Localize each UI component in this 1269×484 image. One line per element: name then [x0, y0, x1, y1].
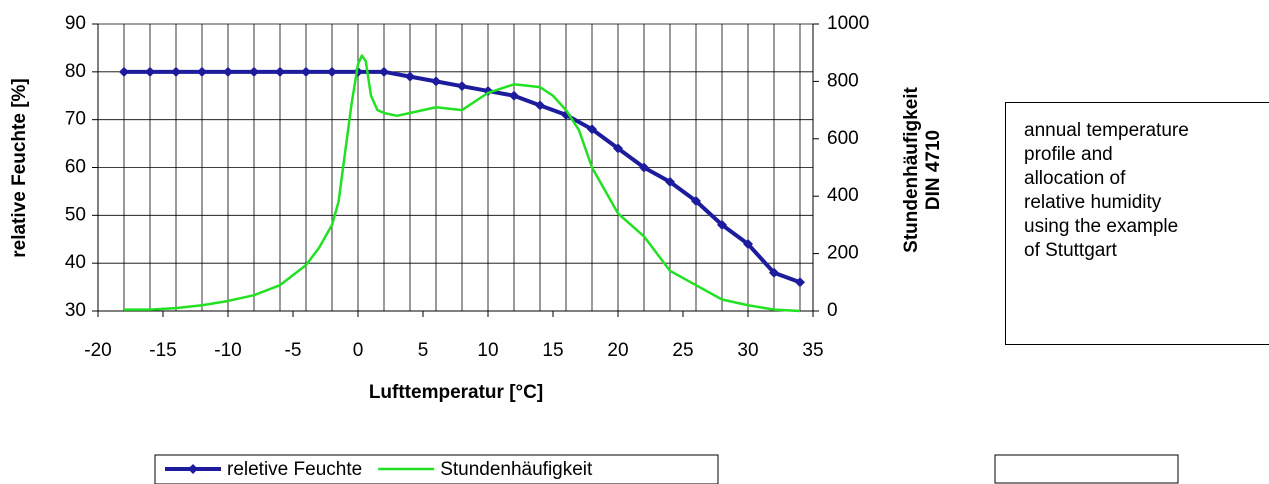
marker — [275, 66, 285, 77]
x-tick-label: 10 — [477, 340, 498, 361]
x-tick-label: -5 — [285, 340, 302, 361]
marker — [639, 162, 649, 173]
y2-tick-label: 1000 — [827, 13, 869, 34]
marker — [587, 124, 597, 135]
marker — [171, 66, 181, 77]
y-tick-label: 70 — [65, 109, 86, 130]
empty-box — [994, 454, 1179, 484]
marker — [223, 66, 233, 77]
marker — [457, 81, 467, 92]
legend-label: reletive Feuchte — [227, 459, 362, 480]
y-tick-label: 80 — [65, 61, 86, 82]
marker — [145, 66, 155, 77]
legend-label: Stundenhäufigkeit — [440, 459, 593, 480]
y2-tick-label: 600 — [827, 128, 859, 149]
marker — [743, 239, 753, 250]
y-tick-label: 40 — [65, 252, 86, 273]
x-tick-label: 35 — [802, 340, 823, 361]
marker — [795, 277, 805, 288]
y-axis-label: relative Feuchte [%] — [9, 78, 30, 258]
x-tick-label: 0 — [353, 340, 364, 361]
marker — [249, 66, 259, 77]
y-tick-label: 90 — [65, 13, 86, 34]
marker — [327, 66, 337, 77]
marker — [431, 76, 441, 87]
legend-marker — [188, 464, 198, 474]
x-axis-label: Lufttemperatur [°C] — [369, 382, 543, 403]
marker — [691, 195, 701, 206]
marker — [197, 66, 207, 77]
y2-axis-label: DIN 4710 — [923, 130, 944, 210]
x-tick-label: 30 — [737, 340, 758, 361]
x-tick-label: -20 — [84, 340, 111, 361]
marker — [769, 267, 779, 278]
marker — [379, 66, 389, 77]
x-tick-label: 20 — [607, 340, 628, 361]
y2-tick-label: 400 — [827, 185, 859, 206]
x-tick-label: 15 — [542, 340, 563, 361]
legend-box — [154, 454, 719, 484]
marker — [613, 143, 623, 154]
marker — [665, 176, 675, 187]
marker — [535, 100, 545, 111]
y-tick-label: 50 — [65, 204, 86, 225]
marker — [119, 66, 129, 77]
annotation: annual temperature profile and allocatio… — [1024, 120, 1189, 261]
y2-tick-label: 800 — [827, 70, 859, 91]
marker — [509, 90, 519, 101]
annotation-box: annual temperature profile and allocatio… — [1005, 102, 1269, 345]
x-tick-label: 25 — [672, 340, 693, 361]
line — [124, 54, 801, 313]
y-tick-label: 30 — [65, 300, 86, 321]
y2-tick-label: 200 — [827, 243, 859, 264]
marker — [717, 219, 727, 230]
marker — [405, 71, 415, 82]
marker — [301, 66, 311, 77]
x-tick-label: 5 — [418, 340, 429, 361]
y-tick-label: 60 — [65, 157, 86, 178]
y2-axis-label: Stundenhäufigkeit — [901, 86, 922, 252]
x-tick-label: -15 — [149, 340, 176, 361]
x-tick-label: -10 — [214, 340, 241, 361]
y2-tick-label: 0 — [827, 300, 838, 321]
